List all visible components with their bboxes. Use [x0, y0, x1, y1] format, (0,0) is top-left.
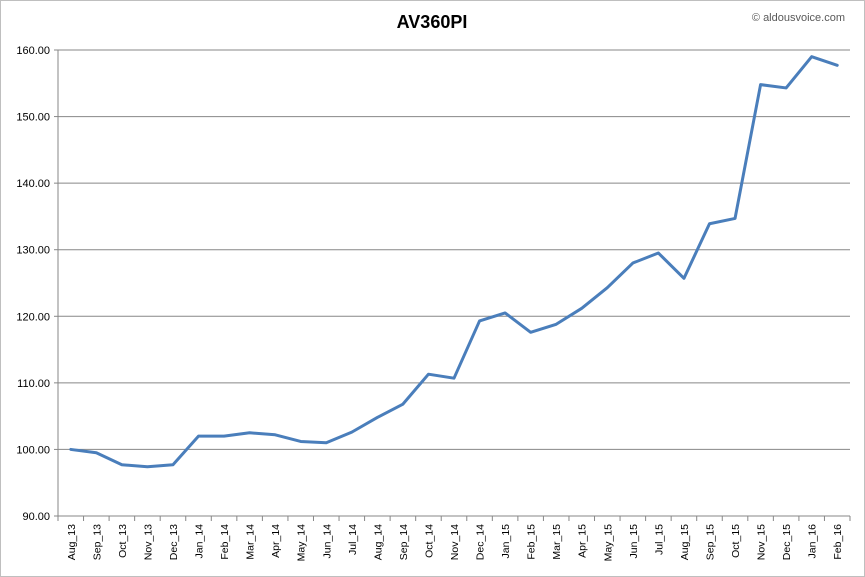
data-point [631, 261, 635, 265]
data-point [120, 463, 124, 466]
x-tick-label: Oct_14 [423, 524, 435, 558]
y-tick-label: 130.00 [16, 245, 50, 257]
chart-title: AV360PI [397, 12, 468, 32]
x-tick-label: Feb_16 [832, 524, 844, 560]
x-tick-label: Dec_15 [781, 524, 793, 560]
grid-lines [58, 49, 850, 450]
copyright-credit: © aldousvoice.com [752, 12, 845, 24]
x-tick-label: Jul_15 [653, 524, 665, 555]
x-tick-label: Oct_13 [117, 524, 129, 558]
data-point [784, 86, 788, 90]
data-point [427, 373, 430, 376]
data-point [810, 55, 813, 58]
series-layer [69, 55, 839, 469]
x-tick-label: Jan_15 [500, 524, 512, 559]
data-point [836, 64, 839, 67]
data-point [682, 277, 686, 280]
data-point [554, 323, 558, 326]
data-point [503, 311, 507, 315]
data-point [657, 251, 660, 255]
axes [54, 49, 851, 521]
x-tick-label: Mar_14 [245, 524, 257, 560]
x-tick-label: Sep_15 [704, 524, 716, 560]
y-tick-label: 90.00 [22, 511, 50, 523]
y-tick-label: 120.00 [16, 311, 50, 323]
x-tick-label: Oct_15 [730, 524, 742, 558]
data-point [146, 465, 149, 468]
y-tick-label: 140.00 [16, 178, 50, 190]
x-tick-label: Aug_13 [66, 524, 78, 560]
y-tick-label: 160.00 [16, 45, 50, 57]
data-point [478, 319, 481, 323]
data-point [325, 441, 328, 444]
data-point [222, 434, 226, 438]
x-tick-label: Jan_14 [194, 524, 206, 559]
x-tick-label: Sep_13 [91, 524, 103, 560]
x-tick-label: Jun_15 [628, 524, 640, 559]
x-tick-label: Apr_15 [577, 524, 589, 558]
data-point [529, 331, 532, 334]
data-point [376, 416, 379, 419]
x-tick-label: Sep_14 [398, 524, 410, 560]
x-tick-label: Nov_13 [142, 524, 154, 560]
x-tick-label: Nov_14 [449, 524, 461, 560]
y-tick-label: 110.00 [17, 378, 50, 390]
data-point [452, 376, 456, 380]
data-point [350, 430, 354, 434]
data-point [708, 222, 711, 225]
data-point [273, 433, 277, 436]
x-tick-labels: Aug_13 Sep_13 Oct_13 Nov_13 Dec_13 Jan_14 Feb_… [66, 524, 844, 562]
x-tick-label: May_14 [296, 524, 308, 562]
data-point [606, 286, 609, 289]
data-point [759, 83, 762, 86]
y-tick-labels: 90.00 100.00 110.00 120.00 130.00 140.00 150.0… [16, 45, 50, 523]
y-tick-label: 150.00 [16, 112, 50, 124]
data-point [733, 217, 737, 220]
data-point [171, 463, 175, 466]
x-tick-label: Jan_16 [807, 524, 819, 559]
x-tick-label: Feb_14 [219, 524, 231, 560]
data-point [197, 434, 200, 438]
y-tick-label: 100.00 [16, 444, 50, 456]
x-tick-label: Feb_15 [526, 524, 538, 560]
x-tick-label: Aug_15 [679, 524, 691, 560]
x-tick-label: Jul_14 [347, 524, 359, 555]
x-tick-label: Jun_14 [321, 524, 333, 559]
data-point [248, 431, 251, 434]
x-tick-label: Apr_14 [270, 524, 282, 558]
data-point [95, 451, 98, 454]
x-tick-label: Aug_14 [372, 524, 384, 560]
x-tick-label: Dec_14 [475, 524, 487, 560]
x-tick-label: Mar_15 [551, 524, 563, 560]
data-point [299, 440, 302, 443]
x-tick-label: Dec_13 [168, 524, 180, 560]
data-point [580, 307, 583, 310]
data-point [401, 402, 405, 406]
x-tick-label: Nov_15 [756, 524, 768, 560]
x-tick-label: May_15 [602, 524, 614, 562]
data-point [69, 448, 72, 451]
